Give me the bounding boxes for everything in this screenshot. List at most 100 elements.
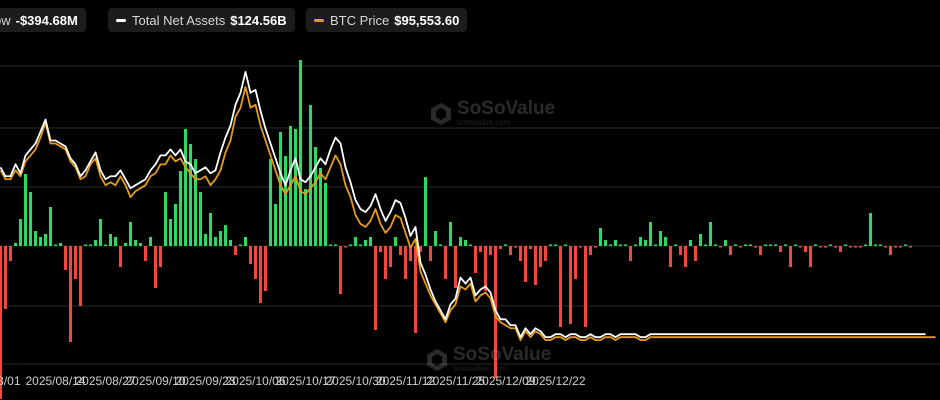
- flow-bar: [418, 246, 423, 252]
- flow-bar: [328, 244, 333, 246]
- flow-bar: [58, 243, 63, 246]
- flow-bar: [83, 244, 88, 246]
- flow-bar: [383, 246, 388, 279]
- flow-bar: [658, 231, 663, 246]
- flow-bar: [353, 237, 358, 246]
- flow-bar: [553, 244, 558, 246]
- flow-bar: [28, 192, 33, 246]
- flow-bar: [728, 246, 733, 255]
- flow-bar: [103, 244, 108, 246]
- flow-bar: [693, 246, 698, 261]
- flow-bar: [838, 246, 843, 252]
- flow-bar: [228, 240, 233, 246]
- flow-bars: [0, 60, 913, 399]
- flow-bar: [643, 240, 648, 246]
- flow-bar: [78, 246, 83, 306]
- flow-bar: [463, 240, 468, 246]
- btc-line-swatch-icon: [314, 18, 324, 22]
- flow-bar: [173, 204, 178, 246]
- flow-bar: [118, 246, 123, 267]
- flow-bar: [583, 246, 588, 327]
- flow-bar: [318, 168, 323, 246]
- x-tick-label: 2025/09/10: [125, 374, 185, 388]
- flow-bar: [823, 246, 828, 248]
- flow-bar: [683, 246, 688, 267]
- flow-bar: [153, 246, 158, 288]
- flow-bar: [273, 204, 278, 246]
- flow-bar: [63, 246, 68, 270]
- flow-bar: [108, 234, 113, 246]
- flow-bar: [198, 192, 203, 246]
- flow-bar: [508, 246, 513, 255]
- flow-bar: [773, 244, 778, 246]
- flow-bar: [763, 244, 768, 246]
- legend-total-net-assets[interactable]: Total Net Assets $124.56B: [108, 8, 295, 32]
- watermark-top: SoSoValue sosovalue.com: [430, 99, 555, 127]
- flow-bar: [378, 246, 383, 252]
- flow-bar: [253, 246, 258, 279]
- flow-bar: [528, 246, 533, 249]
- legend-btc-price[interactable]: BTC Price $95,553.60: [306, 8, 468, 32]
- flow-bar: [868, 213, 873, 246]
- flow-bar: [853, 246, 858, 248]
- flow-bar: [3, 246, 8, 309]
- flow-bar: [798, 246, 803, 248]
- sosovalue-logo-icon: [431, 102, 451, 125]
- flow-bar: [208, 213, 213, 246]
- flow-bar: [753, 246, 758, 248]
- legend-btc-value: $95,553.60: [394, 12, 460, 28]
- flow-bar: [848, 246, 853, 248]
- x-tick-label: 2025/08/27: [75, 374, 135, 388]
- flow-bar: [93, 240, 98, 246]
- flow-bar: [548, 244, 553, 246]
- flow-bar: [393, 237, 398, 246]
- flow-bar: [803, 246, 808, 252]
- flow-bar: [13, 243, 18, 246]
- flow-bar: [243, 237, 248, 246]
- flow-bar: [258, 246, 263, 303]
- flow-bar: [588, 246, 593, 255]
- flow-bar: [88, 244, 93, 246]
- flow-bar: [428, 246, 433, 261]
- flow-bar: [713, 244, 718, 246]
- flow-bar: [783, 244, 788, 246]
- flow-bar: [48, 207, 53, 246]
- flow-bar: [468, 244, 473, 246]
- flow-bar: [73, 246, 78, 279]
- flow-bar: [708, 222, 713, 246]
- flow-bar: [673, 244, 678, 246]
- flow-bar: [33, 231, 38, 246]
- flow-bar: [813, 244, 818, 246]
- flow-bar: [388, 246, 393, 267]
- flow-bar: [738, 246, 743, 248]
- watermark-site: sosovalue.com: [453, 364, 507, 373]
- btc-price-line: [0, 85, 936, 342]
- flow-bar: [373, 246, 378, 330]
- x-tick-label: 2025/10/30: [325, 374, 385, 388]
- flow-bar: [408, 246, 413, 261]
- x-tick-label: 2025/11/25: [426, 374, 485, 388]
- flow-bar: [398, 246, 403, 255]
- flow-bar: [778, 246, 783, 252]
- legend-btc-label: BTC Price: [330, 12, 390, 28]
- flow-bar: [873, 244, 878, 246]
- flow-bar: [718, 246, 723, 248]
- flow-bar: [483, 246, 488, 291]
- flow-bar: [858, 246, 863, 248]
- flow-bar: [248, 246, 253, 264]
- flow-bar: [653, 244, 658, 246]
- flow-bar: [663, 237, 668, 246]
- flow-bar: [413, 246, 418, 333]
- flow-bar: [268, 159, 273, 246]
- flow-bar: [903, 244, 908, 246]
- flow-bar: [668, 246, 673, 267]
- flow-bar: [723, 240, 728, 246]
- flow-bar: [533, 246, 538, 285]
- flow-bar: [338, 246, 343, 294]
- flow-bar: [363, 240, 368, 246]
- flow-bar: [178, 171, 183, 246]
- flow-bar: [168, 219, 173, 246]
- flow-bar: [688, 240, 693, 246]
- x-tick-label: 2025/09/23: [175, 374, 235, 388]
- legend-daily-flow[interactable]: ow -$394.68M: [0, 8, 86, 32]
